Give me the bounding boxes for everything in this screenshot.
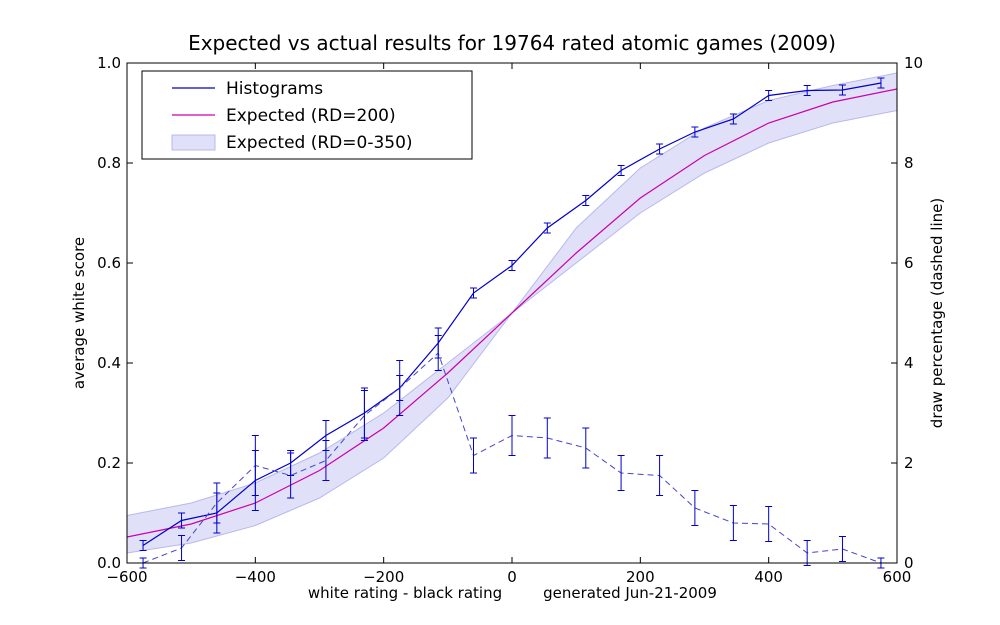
histograms-errorbar	[139, 540, 147, 551]
y-axis-right: 0 2 4 6 8 10	[891, 54, 923, 572]
draw-percentage-layer	[139, 335, 885, 569]
chart-title: Expected vs actual results for 19764 rat…	[188, 31, 836, 55]
histograms-errorbar	[543, 222, 551, 234]
x-tick-label: −600	[106, 568, 147, 586]
x-tick-label: −200	[363, 568, 404, 586]
y-axis-label: average white score	[70, 237, 88, 389]
y2-tick-label: 6	[904, 254, 914, 272]
draw-percentage-errorbar	[543, 417, 551, 459]
draw-percentage-errorbar	[322, 440, 330, 481]
x-tick-label: −400	[235, 568, 276, 586]
histograms-errorbar	[617, 165, 625, 176]
y-tick-label: 0.2	[97, 454, 121, 472]
y2-tick-label: 8	[904, 154, 914, 172]
legend-band-swatch	[171, 134, 216, 151]
draw-percentage-line	[142, 352, 882, 564]
draw-percentage-errorbar	[765, 506, 773, 542]
histograms-errorbar	[729, 113, 737, 125]
y-tick-label: 0.0	[97, 554, 121, 572]
generated-note: generated Jun-21-2009	[543, 584, 717, 602]
legend-band-label: Expected (RD=0-350)	[226, 133, 413, 153]
y-tick-label: 1.0	[97, 54, 121, 72]
y2-tick-label: 2	[904, 454, 914, 472]
draw-percentage-errorbar	[729, 505, 737, 541]
draw-percentage-errorbar	[691, 490, 699, 526]
draw-percentage-errorbar	[656, 455, 664, 496]
legend-histograms-label: Histograms	[226, 79, 323, 99]
y2-tick-label: 4	[904, 354, 914, 372]
x-axis-label: white rating - black rating	[308, 584, 502, 602]
y-tick-label: 0.4	[97, 354, 121, 372]
draw-percentage-errorbar	[178, 535, 186, 561]
draw-percentage-errorbar	[213, 482, 221, 524]
x-tick-label: 0	[507, 568, 517, 586]
y2-axis-label: draw percentage (dashed line)	[928, 198, 946, 428]
histograms-errorbar	[178, 512, 186, 529]
draw-percentage-errorbar	[360, 390, 368, 441]
x-tick-label: 200	[626, 568, 655, 586]
draw-percentage-errorbar	[434, 335, 442, 371]
draw-percentage-errorbar	[838, 536, 846, 562]
y-axis-left: 0.0 0.2 0.4 0.6 0.8 1.0	[97, 54, 133, 572]
legend-expected-label: Expected (RD=200)	[226, 106, 396, 126]
draw-percentage-errorbar	[508, 415, 516, 456]
draw-percentage-errorbar	[803, 540, 811, 566]
y-tick-label: 0.6	[97, 254, 121, 272]
histograms-errorbar	[582, 195, 590, 206]
draw-percentage-errorbar	[251, 435, 259, 496]
histograms-errorbar	[508, 260, 516, 271]
histograms-errorbar	[838, 84, 846, 96]
legend: Histograms Expected (RD=200) Expected (R…	[141, 70, 473, 160]
draw-percentage-errorbar	[287, 452, 295, 499]
y-tick-label: 0.8	[97, 154, 121, 172]
x-tick-label: 400	[754, 568, 783, 586]
y2-tick-label: 10	[904, 54, 923, 72]
draw-percentage-errorbar	[470, 437, 477, 474]
x-tick-label: 600	[883, 568, 912, 586]
histograms-errorbar	[765, 90, 773, 101]
histograms-errorbar	[877, 77, 885, 89]
x-axis: −600 −400 −200 0 200 400 600	[106, 63, 911, 586]
y2-tick-label: 0	[904, 554, 914, 572]
draw-percentage-errorbar	[582, 427, 590, 469]
histograms-errorbar	[691, 126, 699, 138]
histograms-errorbar	[803, 85, 811, 96]
draw-percentage-errorbar	[396, 360, 404, 416]
histograms-errorbar	[656, 143, 664, 155]
draw-percentage-errorbar	[617, 455, 625, 491]
histograms-errorbar	[470, 287, 477, 299]
